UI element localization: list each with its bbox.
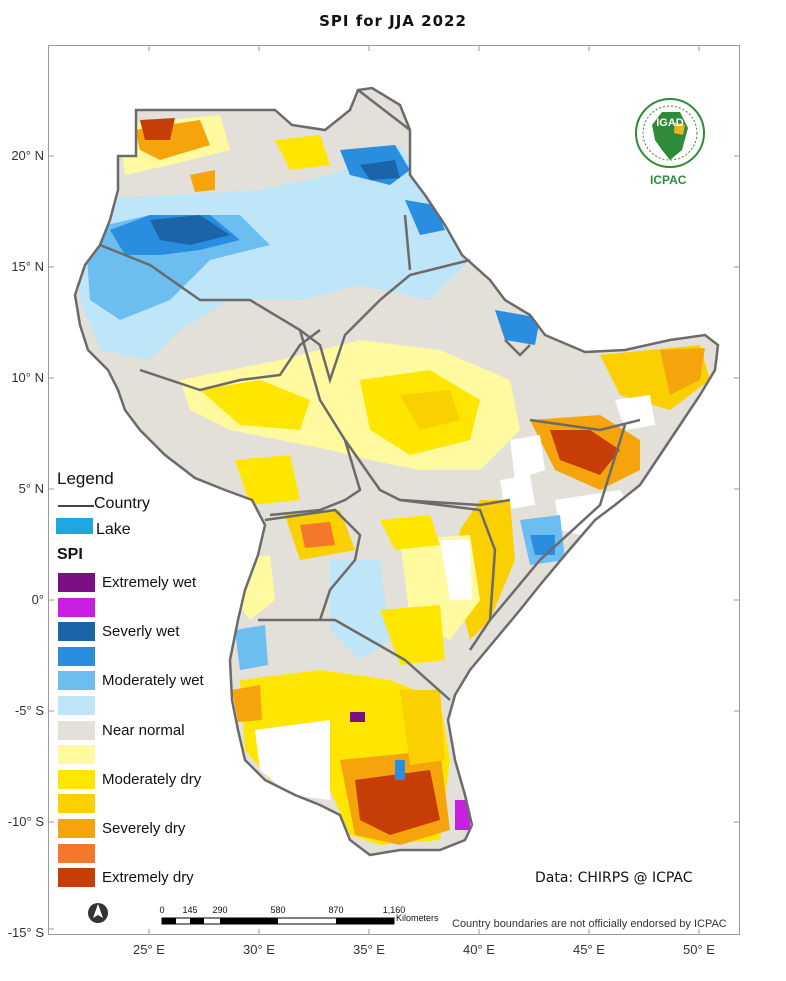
lake-legend-swatch (56, 518, 93, 534)
data-credit: Data: CHIRPS @ ICPAC (535, 870, 693, 886)
spi-legend-label: Near normal (102, 721, 185, 739)
country-boundaries (73, 86, 720, 857)
spi-legend-swatch (58, 819, 95, 838)
scale-bar-unit: Kilometers (396, 913, 439, 923)
longitude-label: 40° E (463, 942, 495, 957)
spi-legend-swatch (58, 622, 95, 642)
latitude-label: 5° N (18, 481, 44, 496)
scale-bar (161, 917, 395, 925)
spi-legend-swatch (58, 843, 95, 863)
logo-name: ICPAC (650, 173, 687, 187)
spi-legend-swatch (58, 720, 95, 740)
disclaimer-text: Country boundaries are not officially en… (452, 918, 727, 930)
latitude-label: -10° S (7, 814, 44, 829)
logo-org: IGAD (656, 117, 684, 129)
spi-legend-swatch (58, 646, 95, 666)
spi-legend-label: Extremely wet (102, 574, 197, 591)
spi-legend-label: Moderately wet (102, 672, 204, 690)
latitude-label: 10° N (11, 370, 44, 385)
longitude-label: 25° E (133, 942, 165, 957)
spi-legend-swatch (58, 794, 95, 814)
longitude-label: 50° E (683, 942, 715, 957)
spi-legend-title: SPI (57, 546, 83, 563)
spi-legend-swatch (58, 868, 95, 888)
spi-legend-swatch (58, 573, 95, 592)
longitude-label: 30° E (243, 942, 275, 957)
map-title: SPI for JJA 2022 (319, 12, 467, 30)
spi-legend-label: Severly wet (102, 623, 180, 641)
spi-legend-label: Moderately dry (102, 770, 202, 788)
latitude-label: -15° S (7, 925, 44, 940)
legend-country-label: Country (94, 495, 151, 512)
scale-bar-tick-label: 290 (212, 905, 228, 915)
spi-legend-swatch (58, 745, 95, 765)
scale-bar-tick-label: 145 (182, 905, 198, 915)
spi-legend-swatch (58, 696, 95, 715)
scale-bar-tick-label: 580 (270, 905, 286, 915)
latitude-label: 15° N (11, 259, 44, 274)
legend-title: Legend (57, 469, 114, 488)
spi-legend-swatch (58, 671, 95, 691)
longitude-label: 45° E (573, 942, 605, 957)
longitude-label: 35° E (353, 942, 385, 957)
scale-bar-tick-label: 870 (328, 905, 344, 915)
latitude-label: 0° (31, 592, 44, 607)
spi-legend-swatch (58, 597, 95, 617)
spi-legend-swatch (58, 769, 95, 789)
axis-ticks (48, 45, 740, 935)
spi-legend-label: Extremely dry (102, 869, 194, 887)
north-arrow-icon (88, 903, 108, 923)
legend-lake-label: Lake (96, 521, 131, 538)
spi-raster (75, 88, 718, 855)
latitude-label: -5° S (14, 703, 44, 718)
scale-bar-tick-label: 1,160 (382, 905, 406, 915)
scale-bar-tick-label: 0 (159, 905, 165, 915)
icpac-logo-icon: IGAD (635, 98, 705, 168)
spi-legend-label: Severely dry (102, 820, 186, 837)
latitude-label: 20° N (11, 148, 44, 163)
